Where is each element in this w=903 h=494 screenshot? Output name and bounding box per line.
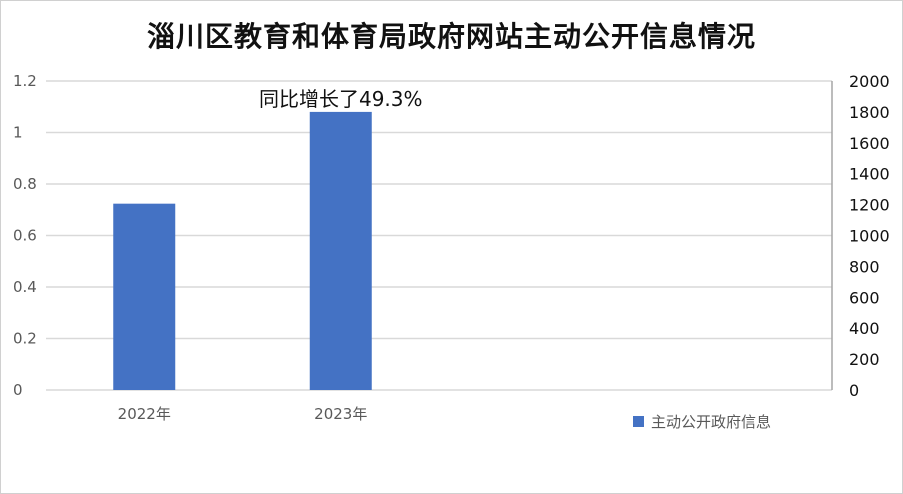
right-axis-tick-label: 1200	[849, 196, 890, 215]
x-axis-tick-label: 2022年	[118, 405, 171, 423]
right-axis-tick-label: 1600	[849, 134, 890, 153]
left-axis-tick-label: 0.2	[13, 330, 37, 348]
legend: 主动公开政府信息	[633, 411, 771, 432]
right-axis-tick-label: 0	[849, 381, 859, 400]
right-axis-tick-label: 600	[849, 288, 880, 307]
left-axis-tick-label: 1.2	[13, 72, 37, 90]
right-axis-tick-label: 400	[849, 319, 880, 338]
bar-2023年	[309, 111, 372, 391]
chart-title: 淄川区教育和体育局政府网站主动公开信息情况	[146, 20, 756, 53]
left-axis-tick-label: 0	[13, 381, 23, 399]
legend-label: 主动公开政府信息	[651, 413, 772, 431]
right-axis-tick-label: 200	[849, 350, 880, 369]
growth-annotation: 同比增长了49.3%	[259, 87, 423, 111]
bar-2022年	[113, 203, 176, 390]
right-axis-tick-label: 1000	[849, 227, 890, 246]
x-axis-tick-label: 2023年	[314, 405, 367, 423]
right-axis-tick-label: 800	[849, 257, 880, 276]
right-axis-tick-label: 1400	[849, 165, 890, 184]
left-axis-tick-label: 1	[13, 124, 23, 142]
legend-swatch	[633, 416, 644, 427]
left-axis-tick-label: 0.8	[13, 175, 37, 193]
left-axis-tick-label: 0.6	[13, 227, 37, 245]
right-axis-tick-label: 1800	[849, 103, 890, 122]
right-axis-tick-label: 2000	[849, 72, 890, 91]
left-axis-tick-label: 0.4	[13, 278, 37, 296]
